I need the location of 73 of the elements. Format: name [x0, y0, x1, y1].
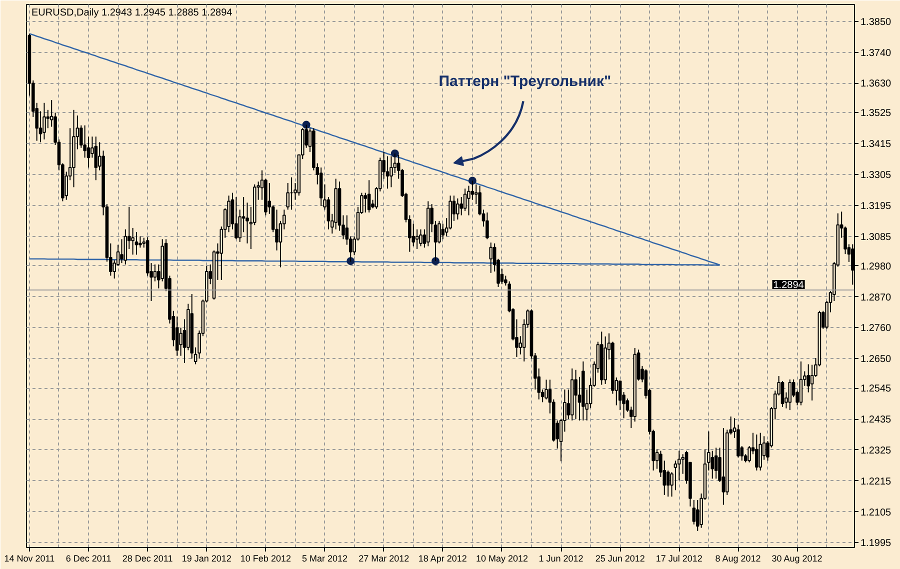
y-tick-label: 1.2980: [860, 261, 892, 272]
candlestick: [390, 156, 393, 188]
y-tick-label: 1.2215: [860, 476, 892, 488]
x-tick-label: 10 May 2012: [476, 554, 528, 564]
candlestick: [755, 434, 758, 471]
candlestick: [419, 228, 422, 247]
point: [390, 149, 399, 158]
y-tick-label: 1.2105: [860, 507, 892, 518]
candlestick: [275, 209, 278, 251]
y-tick-label: 1.2545: [860, 384, 892, 395]
x-tick-label: 10 Feb 2012: [240, 554, 291, 564]
candlestick: [722, 428, 726, 506]
y-tick-label: 1.3195: [860, 200, 892, 212]
candlestick: [415, 228, 419, 250]
x-tick-label: 28 Dec 2011: [122, 554, 173, 564]
y-tick-label: 1.2325: [860, 445, 892, 456]
candlestick: [138, 236, 142, 248]
candlestick: [618, 380, 622, 411]
x-tick-label: 1 Jun 2012: [538, 554, 584, 564]
candlestick: [788, 378, 792, 411]
y-tick-label: 1.2435: [860, 414, 892, 426]
y-tick-label: 1.3525: [860, 108, 892, 120]
candlestick: [393, 152, 397, 174]
candlestick: [460, 196, 463, 216]
candlestick: [666, 470, 670, 498]
y-tick-label: 1.3850: [860, 16, 892, 28]
candlestick: [574, 369, 578, 420]
y-tick-label: 1.1995: [860, 538, 892, 550]
point: [468, 176, 476, 185]
x-tick-label: 17 Jul 2012: [656, 554, 702, 564]
x-tick-label: 27 Mar 2012: [358, 554, 410, 564]
y-tick-label: 1.3630: [860, 78, 892, 90]
x-tick-label: 19 Jan 2012: [182, 554, 232, 564]
candlestick: [134, 232, 138, 256]
y-tick-label: 1.3305: [860, 170, 892, 182]
y-tick-label: 1.2760: [860, 323, 892, 334]
candlestick: [489, 242, 493, 274]
point: [302, 120, 310, 129]
candlestick: [179, 327, 182, 356]
x-tick-label: 25 Jun 2012: [595, 554, 645, 564]
candlestick: [131, 227, 134, 256]
candlestick: [486, 212, 489, 240]
candlestick: [386, 156, 390, 190]
x-tick-label: 14 Nov 2011: [4, 554, 55, 564]
candlestick: [153, 264, 157, 282]
x-tick-label: 18 Apr 2012: [418, 554, 467, 564]
candlestick: [234, 196, 238, 240]
x-tick-label: 5 Mar 2012: [302, 554, 348, 564]
x-tick-label: 30 Aug 2012: [772, 554, 822, 564]
candlestick: [364, 192, 368, 213]
candlestick: [456, 198, 460, 220]
candlestick: [46, 109, 50, 129]
x-tick-label: 6 Dec 2011: [66, 554, 112, 564]
candlestick: [544, 379, 548, 400]
chart-title: EURUSD,Daily 1.2943 1.2945 1.2885 1.2894: [32, 8, 233, 18]
point: [432, 257, 440, 266]
x-tick-label: 8 Aug 2012: [715, 554, 761, 564]
y-tick-label: 1.3085: [860, 232, 892, 243]
candlestick: [714, 447, 718, 480]
y-tick-label: 1.3415: [860, 139, 892, 150]
candlestick: [470, 180, 474, 200]
candlestick: [799, 360, 803, 406]
candlestick: [120, 238, 124, 264]
y-tick-label: 1.2870: [860, 292, 892, 304]
candlestick: [758, 432, 762, 471]
annotation: Паттерн "Треугольник": [438, 73, 612, 90]
candlestick: [367, 180, 371, 213]
candlestick: [94, 136, 98, 181]
y-tick-label: 1.2650: [860, 354, 892, 366]
candlestick: [463, 188, 467, 212]
y-tick-label: 1.3740: [860, 48, 892, 59]
ref-line-label: 1.2894: [773, 280, 804, 292]
candlestick: [42, 102, 46, 140]
